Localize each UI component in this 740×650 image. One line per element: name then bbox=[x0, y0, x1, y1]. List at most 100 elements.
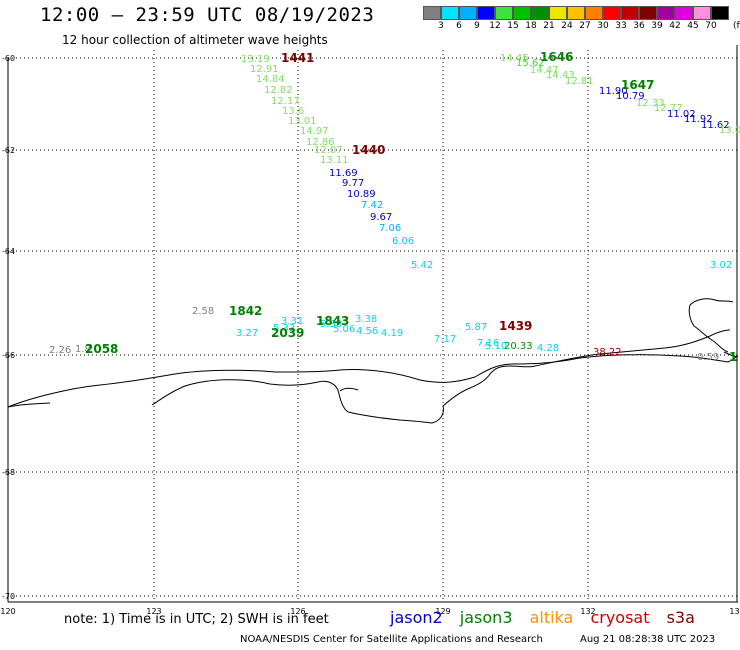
map-subtitle: 12 hour collection of altimeter wave hei… bbox=[62, 33, 328, 47]
wave-height-label: 5.42 bbox=[411, 260, 433, 271]
pass-time-label: 1842 bbox=[229, 304, 262, 318]
scale-label: 36 bbox=[633, 21, 645, 31]
latitude-label: -66 bbox=[2, 351, 15, 360]
latitude-label: -62 bbox=[2, 146, 15, 155]
satellite-name: jason2 bbox=[390, 608, 443, 627]
scale-label: 30 bbox=[597, 21, 609, 31]
latitude-label: -64 bbox=[2, 247, 15, 256]
wave-height-label: 4.19 bbox=[381, 328, 403, 339]
wave-height-label: 2.26 bbox=[49, 345, 71, 356]
latitude-label: -70 bbox=[2, 592, 15, 601]
wave-height-label: 11.02 bbox=[667, 109, 696, 120]
wave-height-label: 5.87 bbox=[465, 322, 487, 333]
footer-note: note: 1) Time is in UTC; 2) SWH is in fe… bbox=[64, 612, 329, 627]
scale-label: 24 bbox=[561, 21, 573, 31]
wave-height-label: 5.33 bbox=[273, 323, 295, 334]
wave-height-label: 13.11 bbox=[320, 155, 349, 166]
scale-label: 3 bbox=[438, 21, 444, 31]
scale-swatch bbox=[549, 6, 567, 20]
satellite-legend: jason2 jason3 altika cryosat s3a bbox=[390, 608, 707, 627]
wave-height-label: 12.07 bbox=[314, 145, 343, 156]
wave-height-label: 10.89 bbox=[347, 189, 376, 200]
longitude-labels: 120 123 126 129 132 135 bbox=[0, 607, 740, 616]
map-title: 12:00 – 23:59 UTC 08/19/2023 bbox=[40, 4, 375, 26]
scale-swatch bbox=[531, 6, 549, 20]
wave-height-label: 10.79 bbox=[616, 91, 645, 102]
scale-label: 9 bbox=[474, 21, 480, 31]
pass-time-label: 1441 bbox=[281, 51, 314, 65]
wave-height-label: 3.38 bbox=[355, 314, 377, 325]
wave-height-label: 7.06 bbox=[379, 223, 401, 234]
scale-label: 27 bbox=[579, 21, 591, 31]
wave-height-label: 9.77 bbox=[342, 178, 364, 189]
wave-height-label: 14.47 bbox=[530, 65, 559, 76]
wave-height-label: 13.6 bbox=[282, 106, 304, 117]
credit-line: NOAA/NESDIS Center for Satellite Applica… bbox=[240, 634, 543, 645]
wave-height-label: 12.33 bbox=[636, 98, 665, 109]
pass-time-label: 1843 bbox=[316, 314, 349, 328]
wave-height-label: 11.92 bbox=[684, 114, 713, 125]
map-frame bbox=[7, 45, 738, 603]
wave-height-label: 12.77 bbox=[654, 103, 683, 114]
wave-height-label: 11.69 bbox=[329, 168, 358, 179]
pass-time-label: 2039 bbox=[271, 326, 304, 340]
scale-label: 18 bbox=[525, 21, 537, 31]
wave-height-label: 5.33 bbox=[320, 319, 342, 330]
scale-label: 39 bbox=[651, 21, 663, 31]
scale-swatch bbox=[603, 6, 621, 20]
wave-height-label: 3.27 bbox=[236, 328, 258, 339]
wave-height-label: 12.82 bbox=[264, 85, 293, 96]
latitude-labels: -60 -62 -64 -66 -68 -70 bbox=[2, 54, 15, 601]
wave-height-label: 15.62 bbox=[516, 58, 545, 69]
pass-time-label: 1439 bbox=[499, 319, 532, 333]
scale-swatch bbox=[639, 6, 657, 20]
wave-height-label: 2.58 bbox=[192, 306, 214, 317]
wave-height-label: 13.0 bbox=[719, 125, 740, 136]
scale-unit-label: (ft) bbox=[733, 21, 740, 31]
scale-swatch bbox=[423, 6, 441, 20]
scale-label: 6 bbox=[456, 21, 462, 31]
wave-height-label: 5.10 bbox=[485, 341, 507, 352]
pass-time-label: 1647 bbox=[621, 78, 654, 92]
wave-height-label: 14.97 bbox=[300, 126, 329, 137]
wave-height-label: 38.22 bbox=[593, 347, 622, 358]
wave-height-label: 5.06 bbox=[333, 324, 355, 335]
scale-label: 33 bbox=[615, 21, 627, 31]
wave-height-label: 12.91 bbox=[250, 64, 279, 75]
scale-swatch bbox=[693, 6, 711, 20]
longitude-label: 129 bbox=[435, 607, 450, 616]
wave-height-label: 13.19 bbox=[241, 54, 270, 65]
satellite-name: cryosat bbox=[590, 608, 650, 627]
satellite-name: jason3 bbox=[459, 608, 513, 627]
scale-swatch bbox=[567, 6, 585, 20]
longitude-label: 135 bbox=[729, 607, 740, 616]
pass-time-label: 1440 bbox=[352, 143, 385, 157]
wave-height-label: 1.8 bbox=[75, 344, 91, 355]
scale-swatch bbox=[621, 6, 639, 20]
scale-swatch bbox=[657, 6, 675, 20]
longitude-label: 123 bbox=[146, 607, 161, 616]
wave-height-label: 11.62 bbox=[701, 120, 730, 131]
wave-height-label: 12.17 bbox=[271, 96, 300, 107]
scale-swatch bbox=[513, 6, 531, 20]
wave-height-label: 12.86 bbox=[306, 137, 335, 148]
wave-height-label: 4.56 bbox=[356, 326, 378, 337]
wave-height-label: 6.06 bbox=[392, 236, 414, 247]
pass-time-labels: 1441 1440 1646 1647 1842 2039 1843 1439 2058 1 bbox=[85, 50, 737, 364]
scale-label: 45 bbox=[687, 21, 699, 31]
wave-height-label: 12.81 bbox=[565, 76, 594, 87]
pass-time-label: 1646 bbox=[540, 50, 573, 64]
pass-time-label: 1 bbox=[729, 350, 737, 364]
pass-time-label: 2058 bbox=[85, 342, 118, 356]
longitude-label: 120 bbox=[0, 607, 15, 616]
latitude-label: -68 bbox=[2, 468, 15, 477]
wave-height-label: 20.33 bbox=[504, 341, 533, 352]
wave-height-label: 7.16 bbox=[477, 338, 499, 349]
wave-height-label: 9.67 bbox=[370, 212, 392, 223]
wave-height-label: 3.02 bbox=[710, 260, 732, 271]
longitude-label: 132 bbox=[580, 607, 595, 616]
wave-height-label: 7.42 bbox=[361, 200, 383, 211]
scale-label: 12 bbox=[489, 21, 501, 31]
